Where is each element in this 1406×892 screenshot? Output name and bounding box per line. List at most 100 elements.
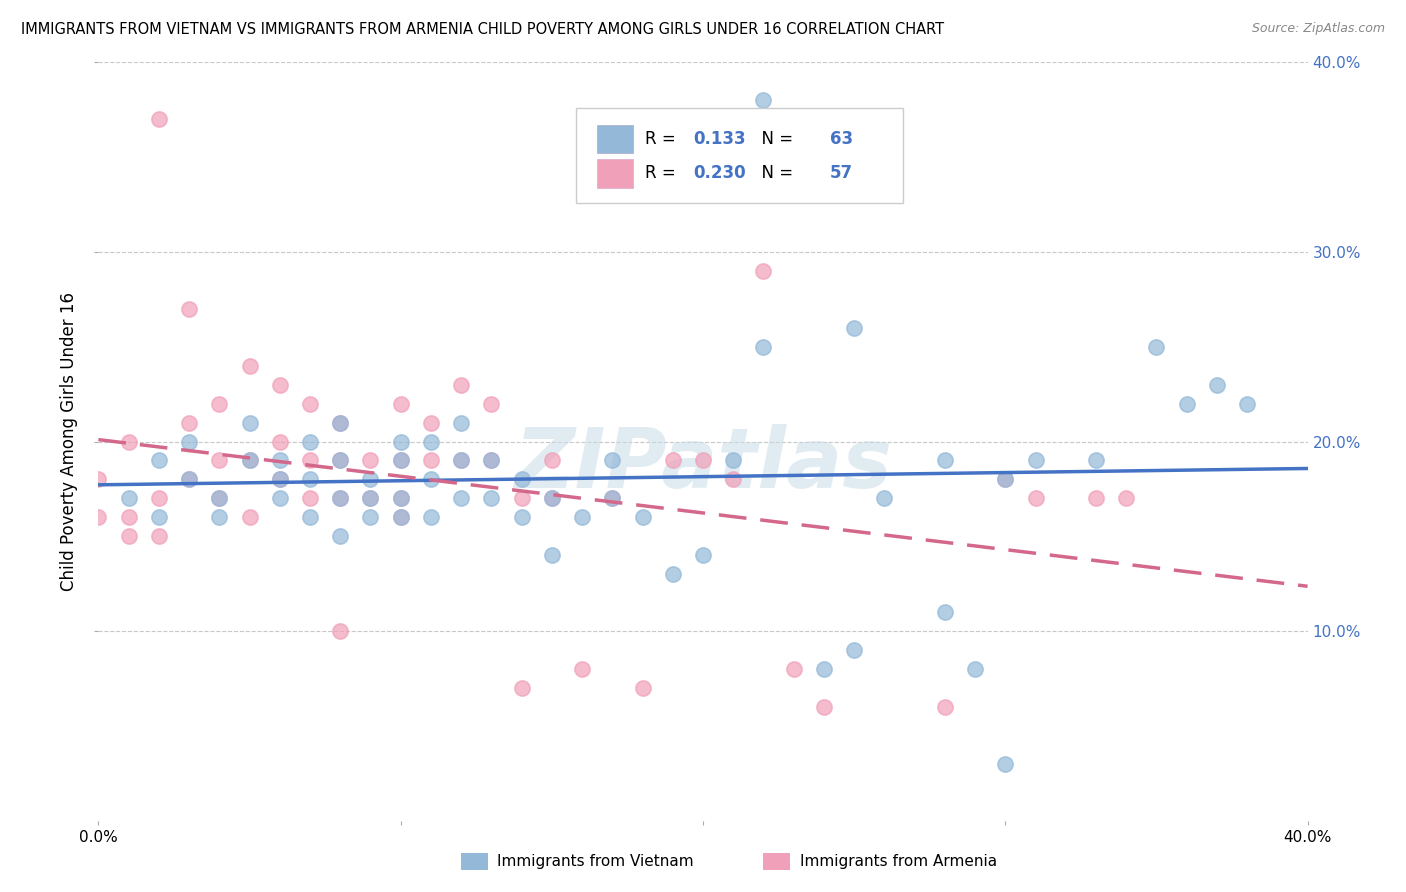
Point bbox=[269, 453, 291, 467]
Text: R =: R = bbox=[645, 164, 681, 182]
Point bbox=[239, 416, 262, 430]
Point bbox=[1236, 396, 1258, 410]
Point bbox=[360, 473, 382, 487]
Point bbox=[934, 699, 956, 714]
Point bbox=[239, 510, 262, 524]
Point bbox=[540, 453, 562, 467]
Point bbox=[389, 453, 412, 467]
Point bbox=[420, 453, 443, 467]
Point bbox=[510, 491, 533, 506]
Point bbox=[631, 681, 654, 695]
Point bbox=[148, 529, 170, 543]
Point bbox=[329, 529, 352, 543]
Point bbox=[994, 756, 1017, 771]
Point bbox=[389, 434, 412, 449]
Point bbox=[450, 453, 472, 467]
Point bbox=[329, 416, 352, 430]
FancyBboxPatch shape bbox=[596, 125, 633, 153]
Point bbox=[481, 453, 503, 467]
Point bbox=[179, 473, 201, 487]
Point bbox=[1085, 453, 1108, 467]
Point bbox=[389, 453, 412, 467]
Point bbox=[813, 662, 835, 676]
Point bbox=[844, 643, 866, 657]
Point bbox=[269, 434, 291, 449]
Point bbox=[389, 510, 412, 524]
Point bbox=[752, 340, 775, 354]
Point bbox=[329, 416, 352, 430]
Point bbox=[420, 510, 443, 524]
Point bbox=[208, 453, 231, 467]
Point bbox=[389, 491, 412, 506]
Point bbox=[269, 491, 291, 506]
Point bbox=[571, 510, 593, 524]
Point bbox=[179, 416, 201, 430]
Point bbox=[420, 473, 443, 487]
Point bbox=[299, 453, 322, 467]
Point bbox=[540, 491, 562, 506]
Text: Source: ZipAtlas.com: Source: ZipAtlas.com bbox=[1251, 22, 1385, 36]
Point bbox=[299, 510, 322, 524]
Point bbox=[299, 491, 322, 506]
Point bbox=[1175, 396, 1198, 410]
Point bbox=[510, 473, 533, 487]
Point bbox=[208, 396, 231, 410]
Point bbox=[239, 453, 262, 467]
Text: 63: 63 bbox=[830, 130, 853, 148]
Point bbox=[239, 453, 262, 467]
Point bbox=[540, 491, 562, 506]
Point bbox=[208, 491, 231, 506]
Point bbox=[692, 453, 714, 467]
Text: N =: N = bbox=[751, 164, 799, 182]
Point bbox=[723, 453, 745, 467]
Point bbox=[994, 473, 1017, 487]
Text: ZIPatlas: ZIPatlas bbox=[515, 424, 891, 505]
Point bbox=[360, 491, 382, 506]
Point bbox=[420, 434, 443, 449]
Point bbox=[179, 434, 201, 449]
Point bbox=[752, 94, 775, 108]
Point bbox=[450, 453, 472, 467]
Point bbox=[692, 188, 714, 202]
Point bbox=[1144, 340, 1167, 354]
Text: 0.133: 0.133 bbox=[693, 130, 747, 148]
FancyBboxPatch shape bbox=[576, 108, 903, 202]
Point bbox=[965, 662, 987, 676]
Point bbox=[360, 510, 382, 524]
Point bbox=[389, 491, 412, 506]
Point bbox=[118, 434, 141, 449]
Point bbox=[179, 301, 201, 316]
Point bbox=[1115, 491, 1137, 506]
Point bbox=[269, 377, 291, 392]
Point bbox=[752, 264, 775, 278]
Point bbox=[873, 491, 896, 506]
Point bbox=[723, 473, 745, 487]
Text: Immigrants from Armenia: Immigrants from Armenia bbox=[800, 854, 997, 869]
Point bbox=[692, 548, 714, 563]
Point bbox=[360, 453, 382, 467]
Text: IMMIGRANTS FROM VIETNAM VS IMMIGRANTS FROM ARMENIA CHILD POVERTY AMONG GIRLS UND: IMMIGRANTS FROM VIETNAM VS IMMIGRANTS FR… bbox=[21, 22, 945, 37]
Point bbox=[208, 510, 231, 524]
Point bbox=[1085, 491, 1108, 506]
Point bbox=[450, 416, 472, 430]
Point bbox=[329, 491, 352, 506]
Point bbox=[420, 416, 443, 430]
Point bbox=[1024, 453, 1046, 467]
Point bbox=[299, 434, 322, 449]
Point bbox=[1024, 491, 1046, 506]
Point bbox=[389, 510, 412, 524]
Point bbox=[148, 112, 170, 127]
FancyBboxPatch shape bbox=[763, 854, 790, 870]
Point bbox=[329, 453, 352, 467]
Point bbox=[299, 396, 322, 410]
Point bbox=[661, 453, 683, 467]
Text: Immigrants from Vietnam: Immigrants from Vietnam bbox=[498, 854, 695, 869]
Point bbox=[87, 473, 110, 487]
Point bbox=[844, 320, 866, 334]
Point bbox=[934, 605, 956, 619]
Y-axis label: Child Poverty Among Girls Under 16: Child Poverty Among Girls Under 16 bbox=[60, 292, 79, 591]
Point bbox=[602, 453, 624, 467]
Point bbox=[450, 491, 472, 506]
Point bbox=[299, 473, 322, 487]
Point bbox=[631, 510, 654, 524]
